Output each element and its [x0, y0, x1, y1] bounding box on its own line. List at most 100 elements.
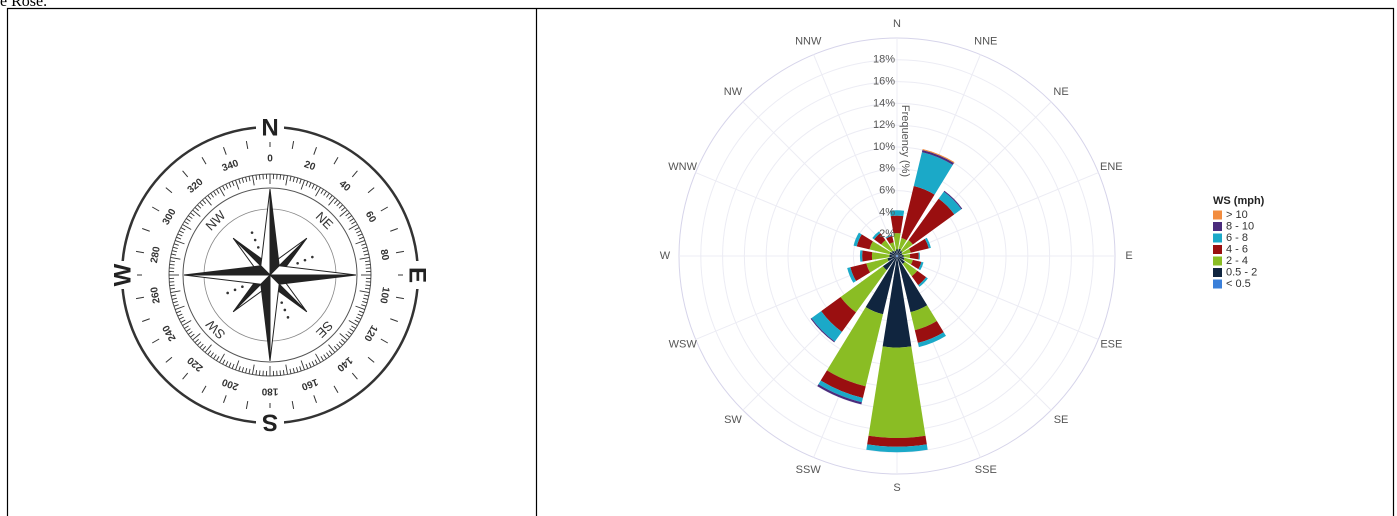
direction-label: NE — [1053, 86, 1068, 98]
degree-label: 220 — [185, 354, 205, 373]
compass-dot — [303, 258, 307, 262]
wind-bar — [898, 237, 907, 250]
compass-tick — [165, 187, 173, 194]
wind-bar — [847, 267, 857, 283]
compass-tick — [314, 185, 318, 191]
wind-bar — [874, 233, 886, 245]
compass-tick — [222, 185, 226, 191]
compass-tick — [186, 218, 191, 222]
degree-label: 340 — [221, 158, 241, 174]
compass-tick — [179, 316, 184, 320]
wind-bar — [896, 256, 897, 258]
compass-tick — [341, 207, 346, 212]
wind-bar — [826, 307, 884, 387]
compass-tick — [216, 189, 220, 194]
compass-tick — [180, 227, 186, 231]
degree-label: 180 — [261, 385, 278, 396]
legend-swatch — [1213, 222, 1222, 231]
wind-bar — [859, 250, 863, 262]
compass: 0 20 40 60 80 100 120 140 160 180 200 220 240 260 280 3… — [109, 114, 431, 436]
wind-bar — [922, 148, 955, 164]
wind-bar — [896, 255, 897, 256]
compass-tick — [135, 250, 145, 254]
compass-dot — [256, 246, 260, 249]
legend-swatch — [1213, 256, 1222, 266]
compass-tick — [363, 253, 369, 256]
compass-tick — [323, 191, 327, 196]
compass-tick — [282, 174, 285, 180]
wind-bar — [889, 254, 896, 258]
compass-tick — [201, 156, 207, 165]
compass-tick — [314, 359, 318, 365]
compass-tick — [291, 400, 295, 410]
compass-tick — [169, 263, 175, 266]
cardinal-label: W — [109, 263, 136, 286]
compass-tick — [349, 328, 354, 332]
intercardinal-label: NW — [203, 207, 229, 233]
compass-tick — [222, 359, 226, 365]
legend-swatch — [1213, 268, 1222, 277]
r-tick-label: 8% — [879, 163, 895, 175]
direction-label: ESE — [1100, 339, 1122, 351]
compass-tick — [142, 228, 150, 232]
wind-bar — [872, 231, 881, 240]
r-tick-label: 2% — [879, 228, 895, 240]
compass-tick — [351, 372, 358, 380]
letter-bg — [256, 114, 284, 142]
compass-tick — [356, 230, 361, 234]
compass-tick — [338, 204, 343, 209]
compass-dot — [233, 288, 237, 292]
compass-tick — [323, 354, 327, 359]
compass-tick — [367, 187, 375, 194]
compass-tick — [171, 294, 177, 297]
compass-tick — [241, 177, 244, 183]
wind-bar — [865, 256, 897, 315]
compass-tick — [351, 170, 358, 178]
compass-tick — [357, 233, 363, 237]
compass-tick — [282, 370, 285, 376]
direction-label: E — [1125, 250, 1132, 262]
legend-swatch — [1213, 245, 1222, 254]
compass-tick — [292, 368, 295, 374]
wind-bar — [897, 253, 903, 256]
wind-bar — [914, 321, 944, 343]
legend-label: > 10 — [1226, 209, 1248, 221]
compass-tick — [326, 193, 330, 198]
compass-tick — [192, 209, 201, 217]
wind-bar — [817, 384, 862, 405]
compass-tick — [296, 367, 299, 373]
direction-label: NW — [724, 86, 743, 98]
wind-bar — [889, 242, 896, 252]
compass-tick — [299, 366, 302, 372]
compass-tick — [174, 305, 185, 310]
compass-tick — [313, 395, 317, 403]
compass-tick — [219, 187, 225, 197]
compass-tick — [315, 187, 321, 197]
wind-bar — [938, 191, 962, 215]
direction-label: WNW — [668, 161, 697, 173]
degree-label: 320 — [186, 176, 206, 195]
compass-tick — [258, 174, 261, 180]
wind-bar — [889, 210, 905, 217]
compass-tick — [336, 202, 341, 207]
wind-bar — [902, 261, 918, 277]
direction-label: NNE — [974, 36, 997, 48]
compass-tick — [354, 319, 360, 323]
compass-tick — [223, 395, 227, 403]
compass-tick — [328, 344, 336, 353]
compass-tick — [320, 189, 324, 194]
wind-bar — [897, 248, 901, 256]
direction-label: SE — [1054, 414, 1069, 426]
compass-tick — [173, 304, 179, 307]
wind-bar — [900, 240, 913, 253]
legend-swatch — [1213, 210, 1222, 220]
wind-bar — [918, 252, 920, 260]
compass-dot — [253, 238, 257, 242]
compass-tick — [171, 253, 177, 256]
star-point — [268, 265, 357, 276]
wind-bar — [897, 256, 928, 313]
wind-bar — [911, 270, 927, 286]
compass-tick — [169, 284, 175, 287]
degree-label: 20 — [303, 159, 318, 173]
